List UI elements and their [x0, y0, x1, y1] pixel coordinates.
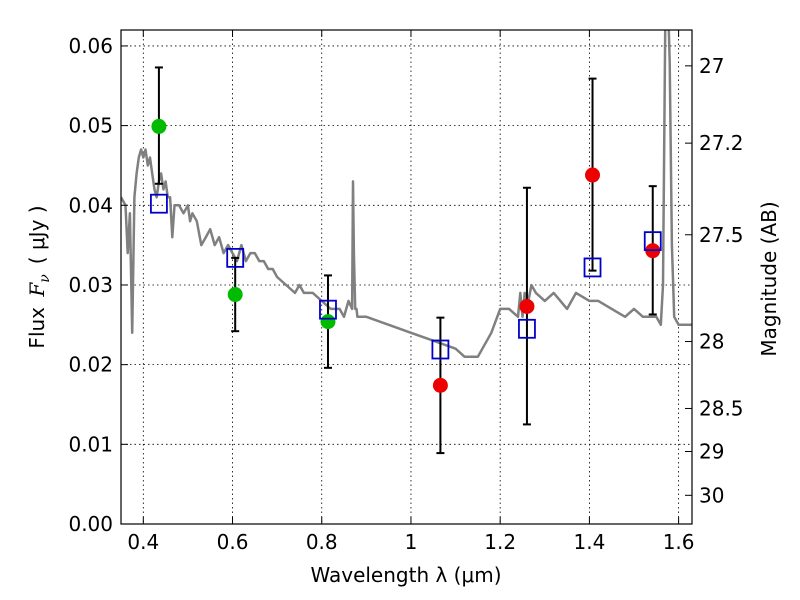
- model-photometry-box: [518, 318, 536, 339]
- y-axis-right-label: Magnitude (AB): [757, 201, 781, 356]
- x-tick-label: 0.8: [306, 530, 338, 554]
- x-tick-label: 1.6: [663, 530, 695, 554]
- y-axis-left-label: Flux Fν ( μJy ): [25, 205, 53, 348]
- y-tick-label: 0.05: [68, 114, 113, 138]
- magnitude-tick-label: 27.2: [699, 131, 744, 155]
- model-photometry-box: [431, 339, 450, 360]
- magnitude-tick-label: 28: [699, 330, 724, 354]
- y-axis-right: 27 27.2 27.5 28 28.5 29 30: [685, 54, 744, 507]
- x-tick-label: 0.6: [217, 530, 249, 554]
- x-tick-label: 0.4: [127, 530, 159, 554]
- y-axis-left-label-sub: ν: [37, 274, 53, 283]
- x-tick-label: 1.4: [573, 530, 605, 554]
- green-data-point: [151, 118, 167, 134]
- magnitude-tick-label: 27: [699, 54, 724, 78]
- model-photometry-box: [583, 257, 602, 278]
- x-tick-label: 1.2: [484, 530, 516, 554]
- magnitude-tick-label: 29: [699, 439, 724, 463]
- x-axis-label: Wavelength λ (μm): [310, 563, 501, 587]
- y-tick-label: 0.06: [68, 34, 113, 58]
- magnitude-tick-label: 28.5: [699, 396, 744, 420]
- markers: [150, 118, 662, 393]
- x-axis: 0.4 0.6 0.8 1 1.2 1.4 1.6: [127, 30, 695, 554]
- model-photometry-box: [150, 193, 168, 214]
- green-data-point: [320, 314, 336, 330]
- magnitude-tick-label: 30: [699, 483, 724, 507]
- y-axis-left-label-var: F: [25, 282, 49, 298]
- model-photometry-box: [643, 231, 662, 252]
- y-tick-label: 0.03: [68, 273, 113, 297]
- y-axis-left-label-prefix: Flux: [25, 307, 49, 349]
- plot-frame: [120, 29, 693, 525]
- red-data-point: [432, 377, 448, 393]
- plot-area: [121, 30, 692, 358]
- red-data-point: [519, 298, 535, 314]
- spectrum-line: [121, 30, 692, 358]
- x-tick-label: 1: [405, 530, 418, 554]
- y-tick-label: 0.00: [68, 512, 113, 536]
- model-photometry-box: [226, 247, 245, 268]
- y-tick-label: 0.04: [68, 193, 113, 217]
- plot-background: [121, 30, 692, 524]
- magnitude-tick-label: 27.5: [699, 223, 744, 247]
- y-tick-label: 0.01: [68, 432, 113, 456]
- green-data-point: [227, 287, 243, 303]
- y-axis-left-label-unit: ( μJy ): [25, 205, 49, 264]
- y-tick-label: 0.02: [68, 353, 113, 377]
- red-data-point: [585, 167, 601, 183]
- y-axis-left: 0.00 0.01 0.02 0.03 0.04 0.05 0.06: [68, 34, 128, 536]
- model-photometry-box: [319, 299, 337, 320]
